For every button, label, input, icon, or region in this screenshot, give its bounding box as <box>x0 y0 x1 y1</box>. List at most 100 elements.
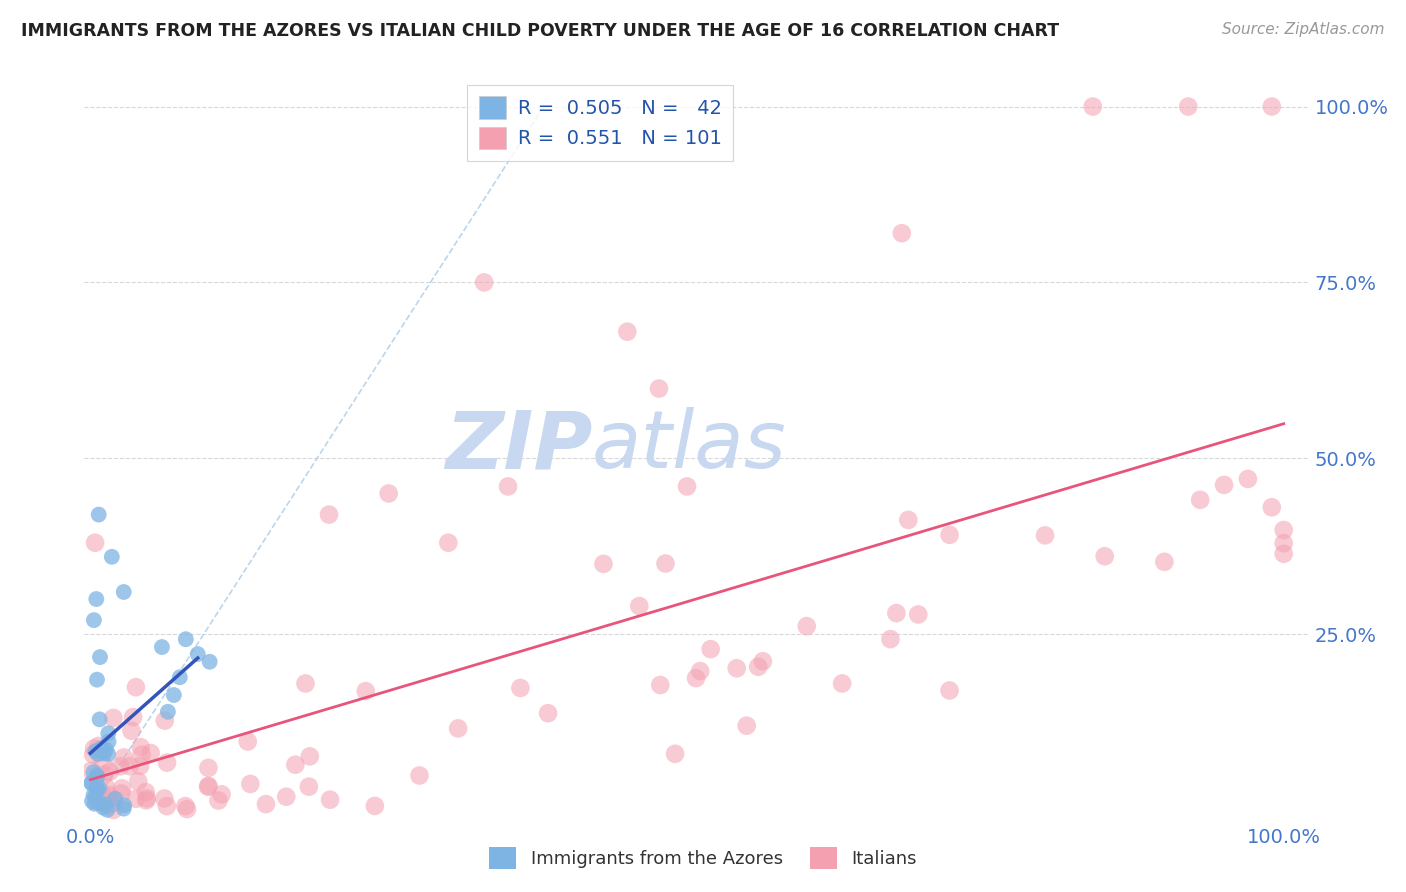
Point <box>84 789 107 804</box>
Point <box>90 797 112 811</box>
Point <box>97 734 120 748</box>
Point <box>122 710 145 724</box>
Point <box>239 777 262 791</box>
Point <box>163 688 186 702</box>
Point <box>86 781 108 796</box>
Point <box>103 796 125 810</box>
Point <box>84 592 107 607</box>
Point <box>197 761 219 775</box>
Point <box>1261 500 1284 515</box>
Point <box>1177 99 1199 113</box>
Point <box>187 647 209 661</box>
Point <box>156 705 179 719</box>
Point <box>1033 528 1056 542</box>
Point <box>197 780 219 794</box>
Point <box>437 535 460 549</box>
Point <box>87 795 110 809</box>
Point <box>284 757 307 772</box>
Point <box>101 549 124 564</box>
Point <box>97 788 120 802</box>
Point <box>318 508 340 522</box>
Point <box>890 226 912 240</box>
Point <box>93 767 115 781</box>
Point <box>377 486 399 500</box>
Point <box>110 759 132 773</box>
Point <box>886 606 908 620</box>
Point <box>139 746 162 760</box>
Point <box>93 747 115 761</box>
Point <box>104 791 127 805</box>
Point <box>103 711 125 725</box>
Point <box>89 781 111 796</box>
Point <box>676 479 699 493</box>
Point <box>84 535 107 549</box>
Point <box>91 789 114 803</box>
Point <box>153 791 176 805</box>
Point <box>735 719 758 733</box>
Point <box>537 706 560 721</box>
Point <box>319 792 342 806</box>
Point <box>112 798 135 813</box>
Point <box>354 684 377 698</box>
Point <box>135 793 157 807</box>
Point <box>699 642 721 657</box>
Point <box>747 660 769 674</box>
Point <box>592 557 614 571</box>
Point <box>82 747 104 762</box>
Point <box>121 723 143 738</box>
Point <box>831 676 853 690</box>
Point <box>89 712 111 726</box>
Point <box>153 714 176 728</box>
Point <box>685 671 707 685</box>
Point <box>97 747 120 761</box>
Point <box>752 654 775 668</box>
Point <box>83 613 105 627</box>
Point <box>86 768 108 782</box>
Point <box>127 774 149 789</box>
Point <box>125 680 148 694</box>
Point <box>654 557 676 571</box>
Legend: R =  0.505   N =   42, R =  0.551   N = 101: R = 0.505 N = 42, R = 0.551 N = 101 <box>467 85 734 161</box>
Point <box>112 802 135 816</box>
Point <box>1213 478 1236 492</box>
Point <box>796 619 818 633</box>
Point <box>650 678 672 692</box>
Point <box>907 607 929 622</box>
Point <box>91 800 114 814</box>
Point <box>87 739 110 753</box>
Point <box>129 759 152 773</box>
Point <box>1261 99 1284 113</box>
Point <box>156 756 179 770</box>
Point <box>80 764 103 778</box>
Point <box>472 276 495 290</box>
Point <box>447 722 470 736</box>
Point <box>94 780 117 795</box>
Point <box>1272 523 1295 537</box>
Point <box>648 382 671 396</box>
Point <box>82 765 104 780</box>
Point <box>129 740 152 755</box>
Point <box>174 799 197 814</box>
Point <box>364 798 387 813</box>
Point <box>938 683 960 698</box>
Text: Source: ZipAtlas.com: Source: ZipAtlas.com <box>1222 22 1385 37</box>
Point <box>94 742 117 756</box>
Point <box>135 785 157 799</box>
Point <box>80 775 103 789</box>
Point <box>83 741 105 756</box>
Point <box>664 747 686 761</box>
Point <box>131 747 153 762</box>
Point <box>156 799 179 814</box>
Point <box>174 632 197 647</box>
Point <box>103 803 125 817</box>
Point <box>98 764 121 779</box>
Point <box>86 673 108 687</box>
Point <box>197 779 219 793</box>
Point <box>1272 547 1295 561</box>
Point <box>298 749 321 764</box>
Point <box>97 726 120 740</box>
Point <box>89 650 111 665</box>
Point <box>254 797 277 812</box>
Point <box>86 771 108 785</box>
Point <box>112 750 135 764</box>
